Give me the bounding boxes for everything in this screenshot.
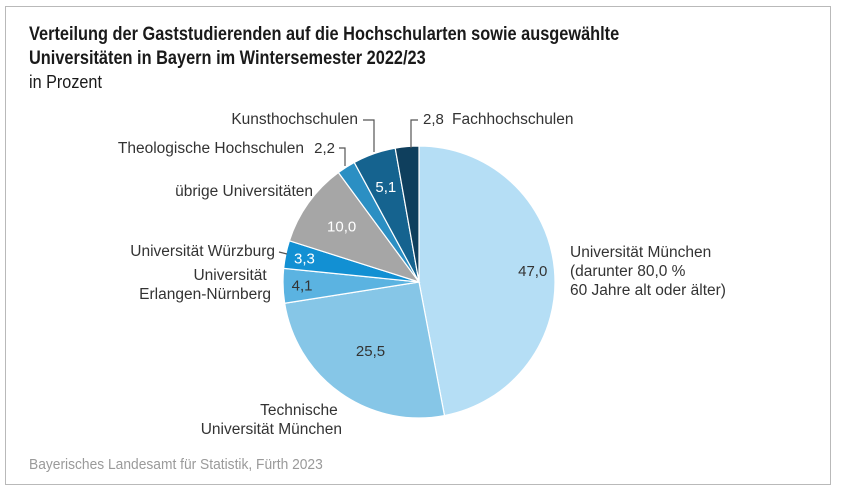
chart-title-line-2: Universitäten in Bayern im Wintersemeste… bbox=[29, 48, 426, 69]
value-label-technische-universitaet-muenchen: 25,5 bbox=[356, 343, 385, 360]
label-universitaet-erlangen-nuernberg: Universität Erlangen-Nürnberg bbox=[139, 267, 271, 303]
value-label-universitaet-wuerzburg: 3,3 bbox=[294, 250, 315, 267]
label-universitaet-wuerzburg: Universität Würzburg bbox=[130, 243, 275, 260]
leader-line-theologische-hochschulen bbox=[339, 147, 346, 166]
label-universitaet-muenchen: Universität München (darunter 80,0 % 60 … bbox=[570, 244, 726, 299]
pie-slice-universitaet-muenchen-darunter-80-0-60-jahre-alt-oder-aelter bbox=[418, 145, 556, 417]
value-label-uebrige-universitaeten: 10,0 bbox=[327, 219, 356, 236]
pie-slice-fachhochschulen bbox=[394, 145, 420, 283]
chart-frame bbox=[5, 6, 831, 485]
value-label-theologische-hochschulen: 2,2 bbox=[314, 140, 335, 157]
label-kunsthochschulen: Kunsthochschulen bbox=[231, 111, 358, 128]
leader-line-fachhochschulen bbox=[410, 119, 418, 148]
value-label-universitaet-erlangen-nuernberg: 4,1 bbox=[292, 277, 313, 294]
label-uebrige-universitaeten: übrige Universitäten bbox=[175, 183, 313, 200]
value-label-universitaet-muenchen-darunter-80-0-60-jahre-alt-oder-aelter: 47,0 bbox=[518, 263, 547, 280]
pie-slice-uebrige-universitaeten bbox=[288, 171, 421, 284]
value-label-fachhochschulen: 2,8 bbox=[423, 111, 444, 128]
label-technische-universitaet-muenchen: Technische Universität München bbox=[201, 402, 342, 438]
source-note: Bayerisches Landesamt für Statistik, Für… bbox=[29, 456, 323, 473]
label-theologische-hochschulen: Theologische Hochschulen bbox=[118, 140, 304, 157]
leader-line-universitaet-wuerzburg bbox=[278, 251, 288, 255]
chart-title-line-1: Verteilung der Gaststudierenden auf die … bbox=[29, 24, 620, 45]
pie-slice-technische-universitaet-muenchen bbox=[283, 281, 446, 419]
chart-title: Verteilung der Gaststudierenden auf die … bbox=[29, 23, 619, 71]
chart-subtitle: in Prozent bbox=[29, 72, 102, 92]
leader-line-kunsthochschulen bbox=[363, 119, 375, 152]
value-label-kunsthochschulen: 5,1 bbox=[375, 179, 396, 196]
label-fachhochschulen: Fachhochschulen bbox=[452, 111, 574, 128]
